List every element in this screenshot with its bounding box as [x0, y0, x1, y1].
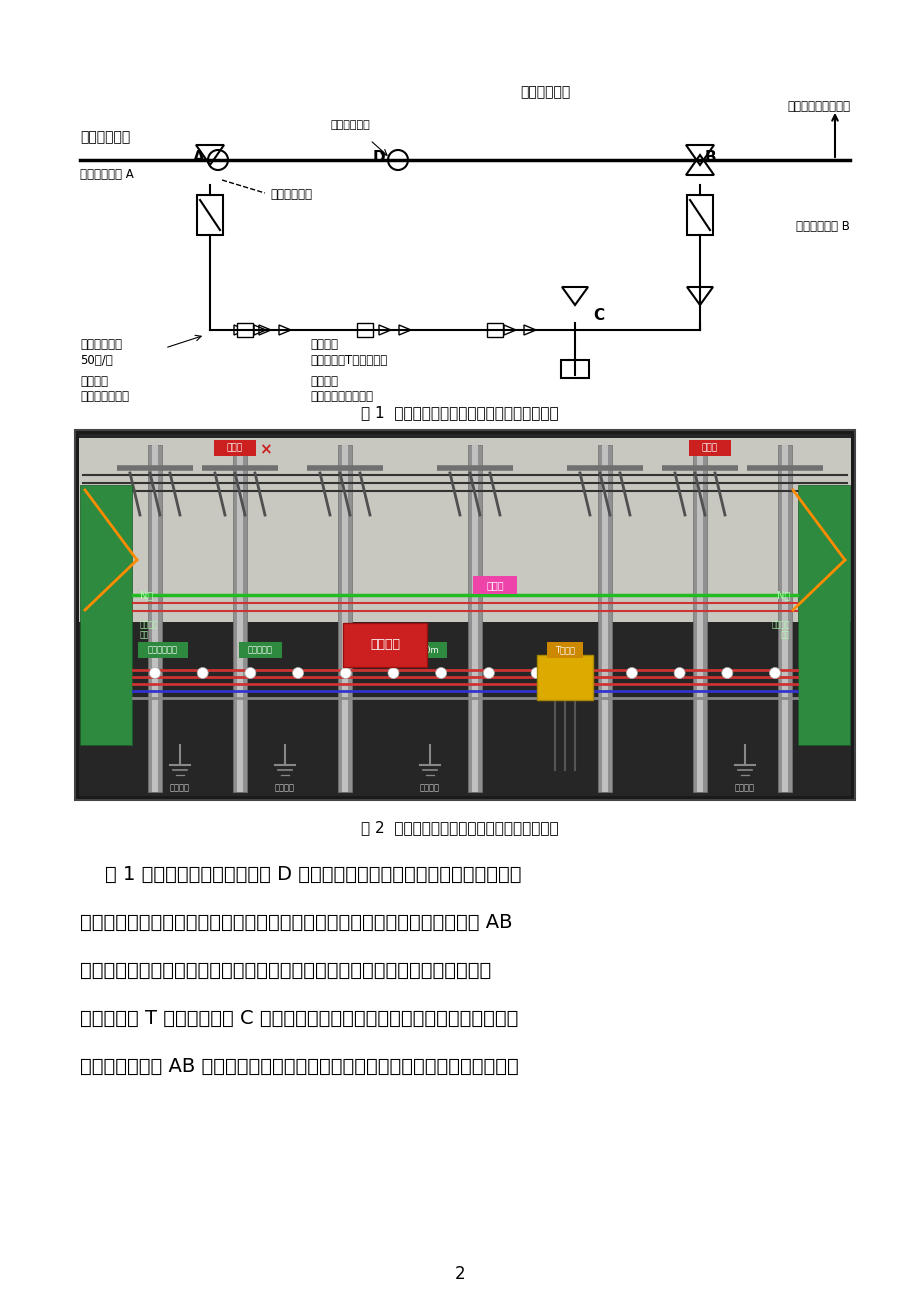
Bar: [343, 622, 426, 667]
Text: 快速插拔式T行中间接头: 快速插拔式T行中间接头: [310, 354, 387, 367]
Circle shape: [578, 668, 589, 678]
Text: B: B: [704, 150, 716, 164]
Text: 50米/盘: 50米/盘: [80, 354, 113, 367]
Text: N线: N线: [140, 590, 153, 600]
Text: 旁路负荷开关 A: 旁路负荷开关 A: [80, 168, 133, 181]
Bar: [692, 445, 706, 792]
Bar: [237, 323, 253, 337]
Bar: [781, 445, 788, 792]
Text: 直线连接头: 直线连接头: [247, 646, 272, 655]
Text: 备等，则可应用旁路电缆系统在现场组装足够长度的临时旁路供电线路，跨接 AB: 备等，则可应用旁路电缆系统在现场组装足够长度的临时旁路供电线路，跨接 AB: [80, 913, 512, 932]
Text: D: D: [372, 150, 384, 164]
Bar: [797, 486, 849, 745]
Bar: [337, 445, 352, 792]
Text: 柔性旁路电缆: 柔性旁路电缆: [80, 339, 122, 352]
Text: 快速插拔式终端: 快速插拔式终端: [80, 391, 129, 404]
Text: 旁路电缆: 旁路电缆: [310, 375, 337, 388]
Bar: [686, 195, 712, 234]
Bar: [214, 440, 255, 456]
Circle shape: [388, 668, 399, 678]
Bar: [138, 642, 187, 658]
Text: 断路线: 断路线: [701, 444, 718, 453]
Text: C: C: [593, 307, 604, 323]
Text: 施工区间: 施工区间: [369, 638, 400, 651]
Text: T型接头: T型接头: [554, 646, 574, 655]
Bar: [342, 445, 347, 792]
Bar: [468, 445, 482, 792]
Bar: [597, 445, 611, 792]
Circle shape: [674, 668, 685, 678]
Text: 2: 2: [454, 1266, 465, 1282]
Text: 柔性电缆引线: 柔性电缆引线: [269, 189, 312, 202]
Bar: [197, 195, 222, 234]
Text: 际上已经停电的 AB 段架空线路区域中进行检修作业、抢修作业或更换设备作业。: 际上已经停电的 AB 段架空线路区域中进行检修作业、抢修作业或更换设备作业。: [80, 1057, 518, 1075]
Bar: [237, 445, 243, 792]
Circle shape: [244, 668, 255, 678]
Bar: [233, 445, 246, 792]
Circle shape: [768, 668, 779, 678]
Circle shape: [149, 668, 160, 678]
Circle shape: [197, 668, 208, 678]
Bar: [601, 445, 607, 792]
Text: 架空配电线路: 架空配电线路: [80, 130, 130, 145]
Bar: [777, 445, 791, 792]
Circle shape: [626, 668, 637, 678]
Text: 供电、通过 T 型中间接头在 C 处同时向用户分支线路供电。然后，操作人员在实: 供电、通过 T 型中间接头在 C 处同时向用户分支线路供电。然后，操作人员在实: [80, 1009, 517, 1029]
Bar: [688, 440, 731, 456]
Bar: [79, 434, 850, 796]
Text: 绝缘支撑
横担: 绝缘支撑 横担: [771, 620, 789, 639]
Bar: [403, 642, 447, 658]
Bar: [80, 486, 131, 745]
Text: 系统接地: 系统接地: [170, 784, 190, 793]
Text: 旁路负荷开关: 旁路负荷开关: [148, 646, 177, 655]
Text: 绝缘支撑
横担: 绝缘支撑 横担: [140, 620, 158, 639]
Bar: [697, 445, 702, 792]
Bar: [486, 323, 503, 337]
Text: 旁路电缆至用户支线: 旁路电缆至用户支线: [786, 100, 849, 113]
Bar: [75, 430, 854, 799]
Bar: [79, 437, 850, 622]
Text: 图 1  配电架空线路旁路不停电作业技术示意图: 图 1 配电架空线路旁路不停电作业技术示意图: [361, 405, 558, 421]
Bar: [537, 655, 593, 700]
Text: 故障、检修段: 故障、检修段: [519, 85, 570, 99]
Text: 断路线: 断路线: [227, 444, 243, 453]
Text: 旁路电缆: 旁路电缆: [80, 375, 108, 388]
Circle shape: [721, 668, 732, 678]
Text: 分段刀: 分段刀: [485, 579, 504, 590]
Text: 绝缘引流线夹: 绝缘引流线夹: [330, 120, 369, 130]
Text: ×: ×: [718, 443, 731, 457]
Text: A: A: [193, 150, 205, 164]
Circle shape: [340, 668, 351, 678]
Bar: [357, 323, 372, 337]
Circle shape: [292, 668, 303, 678]
Bar: [471, 445, 478, 792]
Text: 系统接地: 系统接地: [734, 784, 754, 793]
Text: 设备接地: 设备接地: [420, 784, 439, 793]
Circle shape: [482, 668, 494, 678]
Circle shape: [436, 668, 446, 678]
Bar: [239, 642, 282, 658]
Bar: [148, 445, 162, 792]
Text: 旁路负荷开关 B: 旁路负荷开关 B: [795, 220, 849, 233]
Text: 设备接地: 设备接地: [275, 784, 295, 793]
Bar: [561, 359, 588, 378]
Text: ×: ×: [258, 443, 271, 457]
Bar: [152, 445, 158, 792]
Text: 间距50m: 间距50m: [410, 646, 439, 655]
Text: N线: N线: [776, 590, 789, 600]
Text: 图 2  配电架空线路旁路不停电作业技术示意图: 图 2 配电架空线路旁路不停电作业技术示意图: [361, 820, 558, 835]
Bar: [472, 575, 516, 594]
Text: 快速插拔式中间接头: 快速插拔式中间接头: [310, 391, 372, 404]
Bar: [547, 642, 583, 658]
Circle shape: [530, 668, 541, 678]
Text: 线路段，通过旁路开关，将用电负荷转移到临时旁路供电线路继续向用户不间断: 线路段，通过旁路开关，将用电负荷转移到临时旁路供电线路继续向用户不间断: [80, 961, 491, 980]
Text: 图 1 中，如果架空配电线路的 D 处需要检修或有故障需要抢修或需要更换设: 图 1 中，如果架空配电线路的 D 处需要检修或有故障需要抢修或需要更换设: [80, 865, 521, 884]
Text: 旁路电缆: 旁路电缆: [310, 339, 337, 352]
